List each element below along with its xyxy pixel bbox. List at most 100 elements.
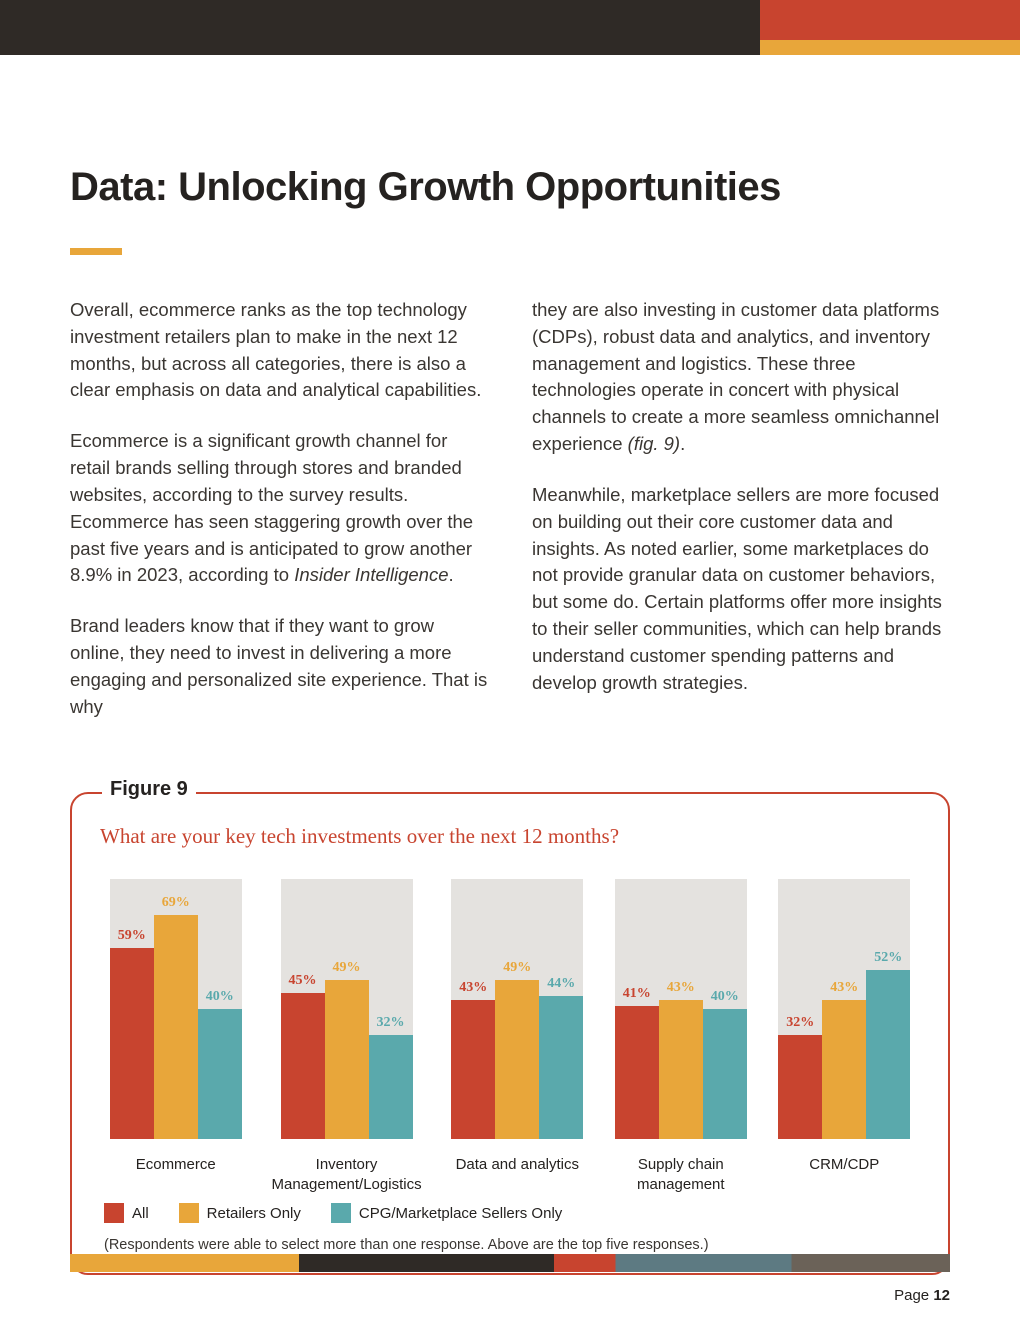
bar-value-label: 41% — [615, 986, 659, 1002]
column-right: they are also investing in customer data… — [532, 297, 950, 744]
legend-swatch — [104, 1203, 124, 1223]
bar-value-label: 32% — [369, 1015, 413, 1031]
text-italic: (fig. 9) — [628, 433, 680, 454]
bar-fill — [822, 1000, 866, 1140]
legend-swatch — [331, 1203, 351, 1223]
legend-label: CPG/Marketplace Sellers Only — [359, 1205, 562, 1222]
paragraph: Meanwhile, marketplace sellers are more … — [532, 482, 950, 697]
bar-value-label: 44% — [539, 976, 583, 992]
chart-cluster: 45%49% 32% Inventory Management/Logistics — [271, 879, 421, 1195]
bar-track: 52% — [866, 879, 910, 1139]
bar-value-label: 49% — [325, 960, 369, 976]
bar-fill — [281, 993, 325, 1139]
bar-group: 41%43%40% — [615, 879, 747, 1139]
text-run: . — [680, 433, 685, 454]
bar-fill — [325, 980, 369, 1139]
legend-item: Retailers Only — [179, 1203, 301, 1223]
page-content: Data: Unlocking Growth Opportunities Ove… — [0, 55, 1020, 1275]
bar-fill — [703, 1009, 747, 1139]
bar-track: 43% — [822, 879, 866, 1139]
paragraph: Brand leaders know that if they want to … — [70, 613, 488, 720]
bar-track: 49% — [325, 879, 369, 1139]
paragraph: Overall, ecommerce ranks as the top tech… — [70, 297, 488, 404]
bar-value-label: 49% — [495, 960, 539, 976]
bar-track: 49% — [495, 879, 539, 1139]
chart-cluster: 41%43%40% Supply chain management — [613, 879, 748, 1195]
chart-cluster: 32% 43%52% CRM/CDP — [777, 879, 912, 1195]
top-banner — [0, 0, 1020, 55]
figure-9: Figure 9 What are your key tech investme… — [70, 792, 950, 1275]
category-label: Supply chain management — [613, 1155, 748, 1195]
legend-swatch — [179, 1203, 199, 1223]
bar-value-label: 43% — [659, 980, 703, 996]
bar-value-label: 59% — [110, 928, 154, 944]
bar-fill — [198, 1009, 242, 1139]
legend-item: All — [104, 1203, 149, 1223]
figure-question: What are your key tech investments over … — [100, 824, 920, 849]
legend-item: CPG/Marketplace Sellers Only — [331, 1203, 562, 1223]
page-title: Data: Unlocking Growth Opportunities — [70, 165, 950, 210]
bar-fill — [110, 948, 154, 1140]
figure-label: Figure 9 — [102, 778, 196, 801]
paragraph: they are also investing in customer data… — [532, 297, 950, 458]
page-number-value: 12 — [933, 1287, 950, 1304]
bar-value-label: 45% — [281, 973, 325, 989]
bar-fill — [866, 970, 910, 1139]
figure-note: (Respondents were able to select more th… — [100, 1237, 920, 1253]
bar-fill — [659, 1000, 703, 1140]
chart-legend: All Retailers Only CPG/Marketplace Sellers… — [100, 1203, 920, 1223]
bar-value-label: 43% — [822, 980, 866, 996]
bar-track: 32% — [778, 879, 822, 1139]
banner-accent-yellow — [760, 40, 1020, 55]
bar-fill — [451, 1000, 495, 1140]
category-label: CRM/CDP — [809, 1155, 879, 1195]
category-label: Ecommerce — [136, 1155, 216, 1195]
bar-group: 45%49% 32% — [281, 879, 413, 1139]
text-run: . — [448, 564, 453, 585]
bar-track: 69% — [154, 879, 198, 1139]
column-left: Overall, ecommerce ranks as the top tech… — [70, 297, 488, 744]
bar-value-label: 32% — [778, 1015, 822, 1031]
category-label: Data and analytics — [456, 1155, 579, 1195]
bar-fill — [495, 980, 539, 1139]
page-number: Page 12 — [894, 1287, 950, 1304]
bottom-decorative-strip — [70, 1254, 950, 1272]
title-underline — [70, 248, 122, 255]
figure-box: What are your key tech investments over … — [70, 792, 950, 1275]
banner-accent-red — [760, 0, 1020, 40]
page-label-text: Page — [894, 1287, 933, 1304]
legend-label: Retailers Only — [207, 1205, 301, 1222]
bar-fill — [369, 1035, 413, 1139]
chart-cluster: 59% 69% 40% Ecommerce — [108, 879, 243, 1195]
bar-value-label: 40% — [703, 989, 747, 1005]
bar-track: 41% — [615, 879, 659, 1139]
chart-cluster: 43%49%44% Data and analytics — [450, 879, 585, 1195]
bar-track: 59% — [110, 879, 154, 1139]
bar-track: 45% — [281, 879, 325, 1139]
bar-fill — [539, 996, 583, 1139]
bar-track: 43% — [659, 879, 703, 1139]
bar-track: 40% — [198, 879, 242, 1139]
bar-value-label: 40% — [198, 989, 242, 1005]
text-run: they are also investing in customer data… — [532, 299, 939, 454]
legend-label: All — [132, 1205, 149, 1222]
bar-fill — [154, 915, 198, 1139]
bar-value-label: 43% — [451, 980, 495, 996]
bar-track: 43% — [451, 879, 495, 1139]
bar-value-label: 69% — [154, 895, 198, 911]
text-italic: Insider Intelligence — [294, 564, 448, 585]
bar-chart: 59%69%40%Ecommerce45%49%32%Inventory Man… — [100, 879, 920, 1195]
bar-value-label: 52% — [866, 950, 910, 966]
bar-fill — [778, 1035, 822, 1139]
paragraph: Ecommerce is a significant growth channe… — [70, 428, 488, 589]
bar-track: 40% — [703, 879, 747, 1139]
bar-group: 43%49%44% — [451, 879, 583, 1139]
bar-track: 44% — [539, 879, 583, 1139]
bar-group: 32% 43%52% — [778, 879, 910, 1139]
body-columns: Overall, ecommerce ranks as the top tech… — [70, 297, 950, 744]
category-label: Inventory Management/Logistics — [271, 1155, 421, 1195]
bar-fill — [615, 1006, 659, 1139]
text-run: Ecommerce is a significant growth channe… — [70, 430, 473, 585]
bar-group: 59% 69% 40% — [110, 879, 242, 1139]
bar-track: 32% — [369, 879, 413, 1139]
